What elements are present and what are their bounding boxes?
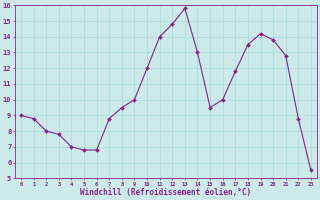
X-axis label: Windchill (Refroidissement éolien,°C): Windchill (Refroidissement éolien,°C) bbox=[80, 188, 252, 197]
